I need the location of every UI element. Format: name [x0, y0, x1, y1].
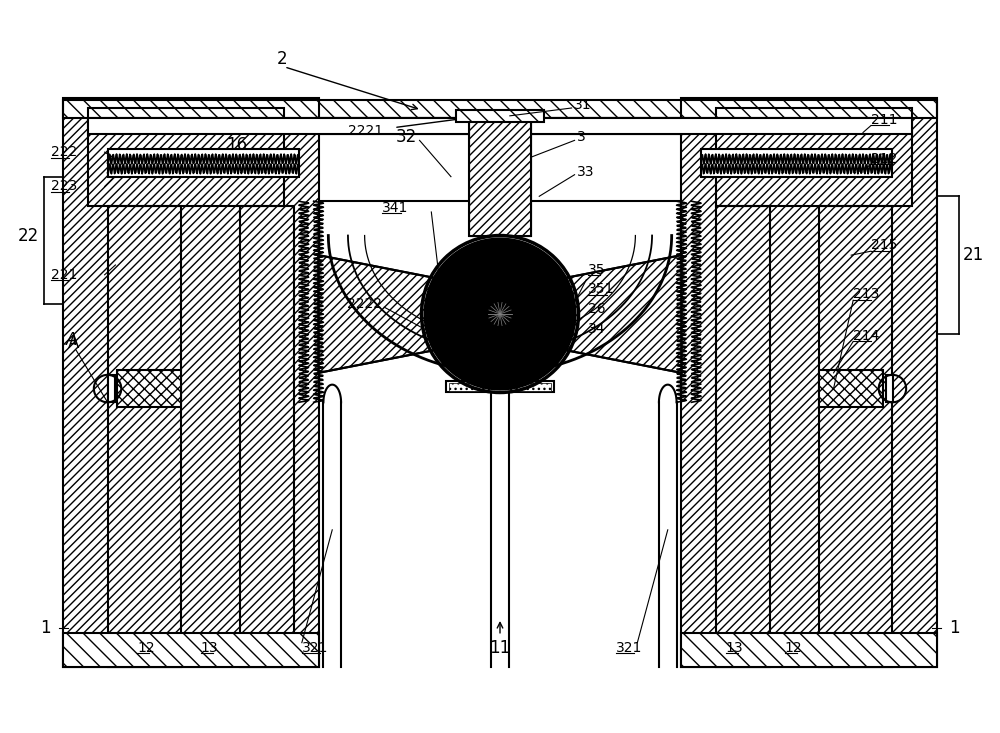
Bar [469, 118, 531, 235]
Text: 215: 215 [871, 238, 897, 252]
Bar [681, 633, 937, 667]
Text: 33: 33 [577, 165, 594, 179]
Bar [716, 108, 912, 206]
Bar [456, 110, 544, 122]
Bar [63, 98, 319, 667]
Text: 12: 12 [137, 641, 155, 655]
Text: 1: 1 [40, 619, 51, 637]
Text: 22: 22 [18, 226, 39, 245]
Bar [446, 380, 554, 392]
Text: 2222: 2222 [347, 297, 382, 312]
Text: 222: 222 [51, 145, 77, 159]
Text: 31: 31 [574, 98, 591, 112]
Text: 34: 34 [588, 322, 606, 336]
Text: 21: 21 [963, 246, 984, 264]
Text: 13: 13 [201, 641, 218, 655]
Text: 2: 2 [277, 50, 288, 68]
Text: 12: 12 [785, 641, 802, 655]
Polygon shape [531, 255, 681, 373]
Bar [117, 370, 181, 408]
Bar [449, 383, 551, 391]
Bar [716, 108, 912, 206]
Text: 321: 321 [616, 641, 642, 655]
Text: 213: 213 [853, 287, 880, 301]
Bar [819, 370, 883, 408]
Bar [108, 150, 299, 177]
Text: 211: 211 [871, 113, 897, 127]
Bar [456, 110, 544, 122]
Text: 214: 214 [853, 328, 880, 342]
Bar [819, 206, 892, 667]
Text: 11: 11 [489, 638, 511, 657]
Bar [240, 206, 294, 667]
Text: 2221: 2221 [348, 124, 383, 138]
Bar [63, 100, 937, 118]
Bar [886, 375, 893, 402]
Bar [819, 206, 892, 667]
Bar [681, 98, 937, 667]
Bar [469, 118, 531, 235]
Bar [88, 108, 284, 206]
Bar [108, 206, 181, 667]
Text: 1: 1 [949, 619, 960, 637]
Bar [681, 633, 937, 667]
Text: 341: 341 [382, 201, 409, 215]
Bar [681, 98, 937, 667]
Text: 35: 35 [588, 263, 606, 277]
Bar [819, 370, 883, 408]
Bar [117, 370, 181, 408]
Text: 212: 212 [871, 152, 897, 166]
Text: 16: 16 [227, 136, 248, 154]
Bar [63, 633, 319, 667]
Polygon shape [319, 255, 469, 373]
Bar [716, 206, 770, 667]
Bar [63, 633, 319, 667]
Text: 351: 351 [588, 282, 615, 296]
Text: A: A [66, 331, 78, 350]
Text: 3: 3 [577, 130, 585, 144]
Text: 223: 223 [51, 180, 77, 194]
Bar [108, 375, 115, 402]
Text: 321: 321 [302, 641, 328, 655]
Bar [701, 150, 892, 177]
Bar [63, 98, 319, 667]
Bar [108, 206, 181, 667]
Bar [240, 206, 294, 667]
Text: 32: 32 [395, 128, 417, 147]
Bar [88, 118, 912, 133]
Text: 13: 13 [726, 641, 743, 655]
Bar [63, 100, 937, 118]
Text: 221: 221 [51, 268, 77, 281]
Bar [716, 206, 770, 667]
Text: A: A [68, 334, 80, 353]
Bar [88, 108, 284, 206]
Text: 26: 26 [588, 302, 606, 316]
Circle shape [423, 237, 577, 391]
